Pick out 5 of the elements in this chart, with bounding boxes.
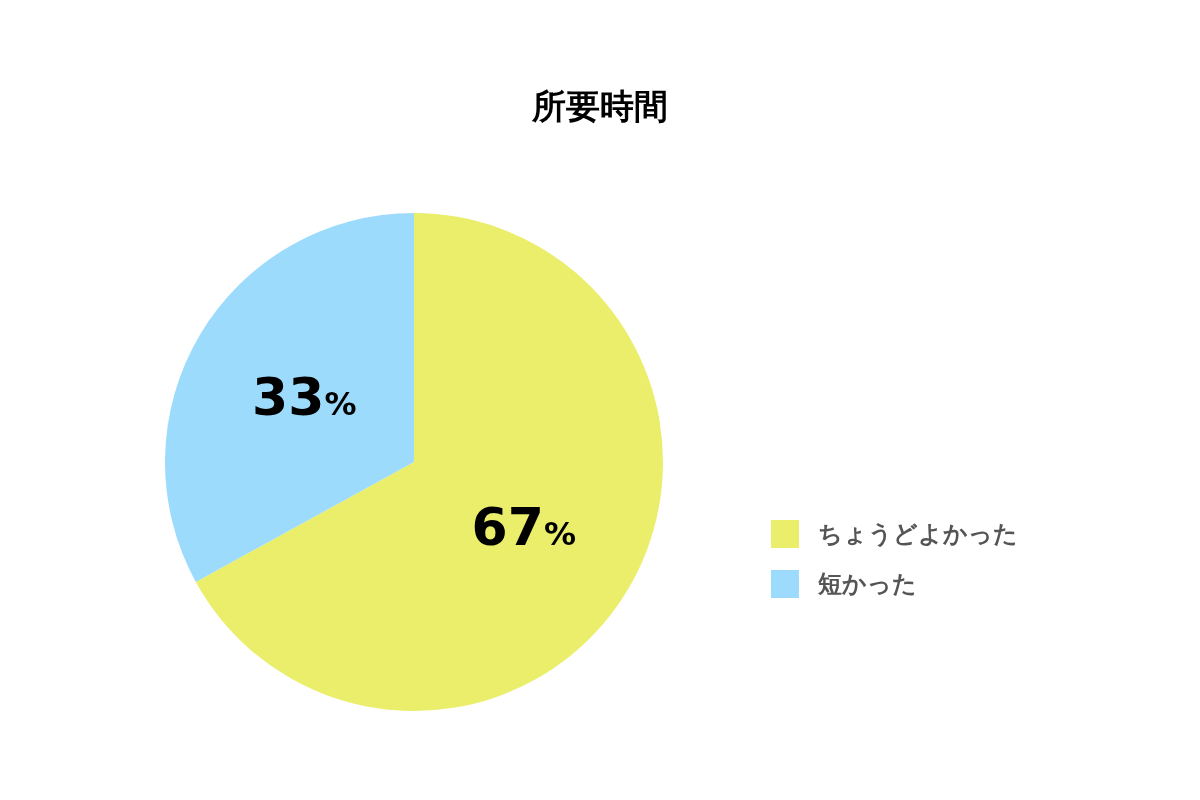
legend-label: ちょうどよかった bbox=[818, 520, 1018, 548]
data-label: 33% bbox=[252, 367, 357, 428]
chart-title: 所要時間 bbox=[531, 86, 668, 126]
legend-label: 短かった bbox=[817, 570, 917, 598]
data-label: 67% bbox=[471, 496, 576, 557]
